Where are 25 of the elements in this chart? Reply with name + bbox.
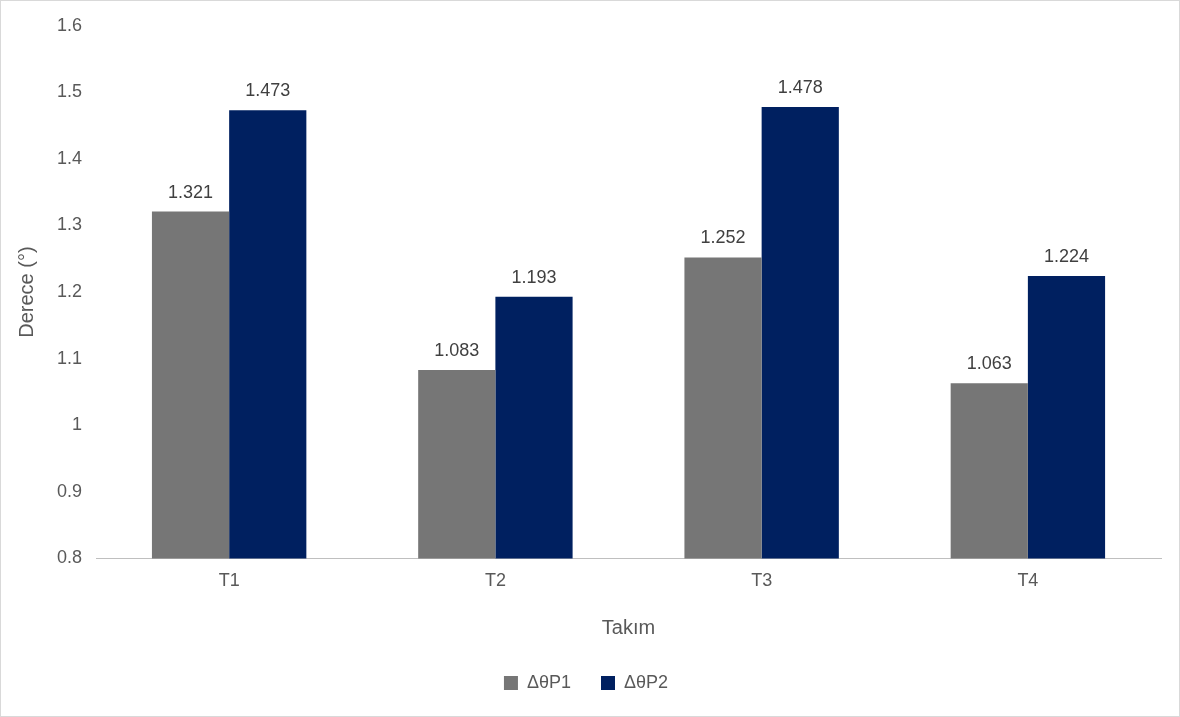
y-tick-label: 0.9 [56, 480, 83, 501]
x-tick-label: T3 [751, 570, 773, 591]
data-label: 1.478 [777, 76, 823, 97]
x-axis-title: Takım [601, 615, 656, 638]
y-tick-label: 1.5 [56, 81, 83, 102]
y-tick-label: 1.3 [56, 214, 83, 235]
x-tick-label: T2 [484, 570, 506, 591]
legend-label: ΔθP1 [526, 671, 572, 692]
y-axis-title: Derece (°) [14, 246, 37, 338]
data-label: 1.473 [245, 80, 291, 101]
y-tick-label: 1.1 [56, 347, 83, 368]
data-label: 1.193 [511, 266, 557, 287]
x-tick-label: T1 [218, 570, 240, 591]
data-label: 1.063 [966, 353, 1012, 374]
y-tick-label: 1 [72, 414, 83, 435]
data-label: 1.224 [1043, 246, 1090, 267]
data-label: 1.083 [434, 339, 480, 360]
data-label: 1.252 [700, 227, 746, 248]
legend-label: ΔθP2 [624, 671, 669, 692]
y-tick-label: 1.4 [56, 147, 83, 168]
y-tick-label: 1.2 [56, 281, 83, 302]
y-tick-label: 0.8 [56, 547, 83, 568]
data-label: 1.321 [168, 181, 214, 202]
x-tick-label: T4 [1017, 570, 1039, 591]
y-tick-label: 1.6 [56, 14, 83, 35]
